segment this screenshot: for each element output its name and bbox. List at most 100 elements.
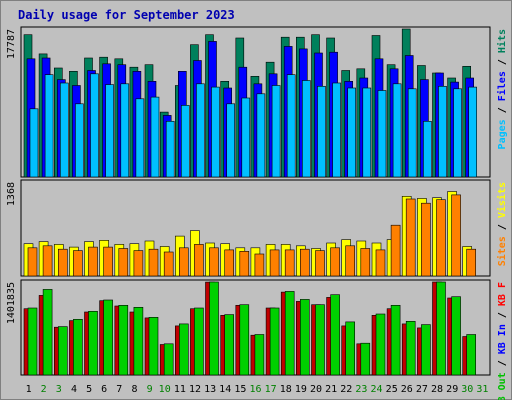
legend-entry: Files	[496, 71, 508, 101]
bar-pages-day-24	[377, 90, 387, 178]
x-tick-day-20: 20	[310, 384, 322, 395]
bar-kb-out-day-10	[163, 343, 174, 376]
bar-pages-day-29	[453, 88, 462, 178]
x-tick-day-18: 18	[280, 384, 292, 395]
bar-kb-out-day-11	[179, 323, 189, 376]
bar-pages-day-25	[392, 83, 402, 178]
chart-title: Daily usage for September 2023	[18, 8, 235, 22]
bar-kb-out-day-28	[436, 281, 446, 376]
bar-pages-day-22	[347, 87, 357, 178]
bar-kb-out-day-23	[360, 342, 371, 376]
bar-sites-day-1	[27, 247, 38, 277]
legend-entry: /	[497, 101, 508, 119]
bar-pages-day-14	[226, 103, 235, 178]
bar-sites-day-9	[148, 248, 159, 277]
x-tick-day-16: 16	[249, 384, 261, 395]
bar-sites-day-16	[254, 253, 265, 277]
bar-pages-day-5	[90, 73, 99, 178]
bar-kb-out-day-26	[405, 320, 416, 376]
bar-kb-out-day-17	[269, 307, 280, 376]
bar-kb-out-day-29	[451, 296, 461, 376]
bar-pages-day-23	[362, 87, 372, 178]
bar-sites-day-18	[284, 249, 295, 277]
panel-kbf-kbin-kbout: 1401835 KB Out / KB In / KB F	[6, 279, 508, 400]
x-tick-day-22: 22	[340, 384, 352, 395]
bar-kb-out-day-2	[42, 289, 53, 376]
panel-legend: KB Out / KB In / KB F	[497, 282, 508, 400]
bar-sites-day-23	[360, 248, 371, 277]
legend-entry: KB In	[497, 324, 508, 354]
x-tick-day-26: 26	[401, 384, 413, 395]
bar-kb-out-day-8	[133, 306, 144, 376]
bar-kb-out-day-12	[194, 307, 204, 376]
legend-entry: Hits	[496, 29, 508, 53]
bar-pages-day-7	[120, 83, 130, 178]
panel-visits-sites: 1368 Sites / Visits	[6, 179, 508, 277]
x-tick-day-9: 9	[147, 384, 153, 395]
bar-pages-day-4	[75, 103, 84, 178]
bar-kb-out-day-19	[299, 299, 310, 376]
bar-sites-day-20	[315, 250, 325, 277]
panel-hits-files-pages: 17787 Pages / Files / Hits	[6, 26, 508, 178]
bar-pages-day-13	[211, 86, 220, 178]
legend-entry: Sites	[496, 236, 508, 266]
bar-kb-out-day-5	[88, 310, 98, 376]
bar-pages-day-19	[301, 80, 311, 178]
bar-pages-day-15	[241, 97, 251, 178]
bar-pages-day-17	[271, 85, 281, 178]
bar-kb-out-day-27	[421, 324, 431, 376]
bar-sites-day-7	[118, 248, 129, 277]
bar-pages-day-2	[44, 74, 54, 178]
bar-kb-out-day-4	[73, 318, 83, 376]
bar-sites-day-28	[436, 199, 446, 277]
x-tick-day-31: 31	[476, 384, 488, 395]
bar-sites-day-14	[224, 249, 234, 277]
bar-kb-out-day-16	[254, 334, 265, 376]
bar-sites-day-12	[194, 244, 204, 277]
legend-entry: /	[497, 354, 508, 372]
bar-sites-day-10	[163, 251, 174, 277]
x-tick-day-7: 7	[116, 384, 122, 395]
x-tick-day-17: 17	[265, 384, 277, 395]
bar-sites-day-22	[345, 245, 356, 277]
bar-kb-out-day-6	[103, 299, 113, 376]
bar-sites-day-6	[103, 246, 113, 277]
x-tick-day-5: 5	[86, 384, 92, 395]
x-tick-day-23: 23	[355, 384, 367, 395]
bar-sites-day-15	[239, 251, 250, 277]
bar-pages-day-20	[317, 86, 326, 178]
x-axis: 1 2 3 4 5 6 7 8 9 10 11 12 13 14 15 16 17 18 19 20 21 22 23 24 2…	[26, 384, 489, 395]
bar-sites-day-4	[73, 250, 83, 277]
series-sites	[27, 194, 477, 277]
bar-pages-day-16	[256, 93, 266, 178]
bar-kb-out-day-24	[375, 313, 386, 376]
bar-sites-day-13	[209, 247, 219, 277]
bar-kb-out-day-21	[330, 294, 340, 376]
bar-pages-day-27	[423, 121, 432, 178]
bar-kb-out-day-20	[315, 304, 325, 376]
bar-pages-day-1	[29, 108, 39, 178]
x-tick-day-3: 3	[56, 384, 62, 395]
x-tick-day-6: 6	[101, 384, 107, 395]
x-tick-day-13: 13	[204, 384, 216, 395]
bar-pages-day-21	[332, 82, 341, 178]
x-tick-day-11: 11	[174, 384, 186, 395]
bar-pages-day-8	[135, 98, 145, 178]
bar-pages-day-12	[196, 83, 205, 178]
series-pages	[29, 73, 478, 178]
bar-sites-day-25	[390, 224, 401, 277]
x-tick-day-10: 10	[159, 384, 171, 395]
bar-pages-day-18	[286, 74, 296, 178]
bar-sites-day-26	[405, 198, 416, 277]
legend-entry: KB F	[497, 282, 508, 306]
bar-pages-day-30	[468, 86, 478, 178]
bar-kb-out-day-25	[390, 304, 401, 376]
x-tick-day-21: 21	[325, 384, 337, 395]
y-max-label: 17787	[6, 29, 17, 59]
bar-kb-out-day-14	[224, 314, 234, 376]
x-tick-day-1: 1	[26, 384, 32, 395]
bar-sites-day-21	[330, 247, 340, 277]
bar-kb-out-day-9	[148, 316, 159, 376]
bar-sites-day-24	[375, 249, 386, 277]
